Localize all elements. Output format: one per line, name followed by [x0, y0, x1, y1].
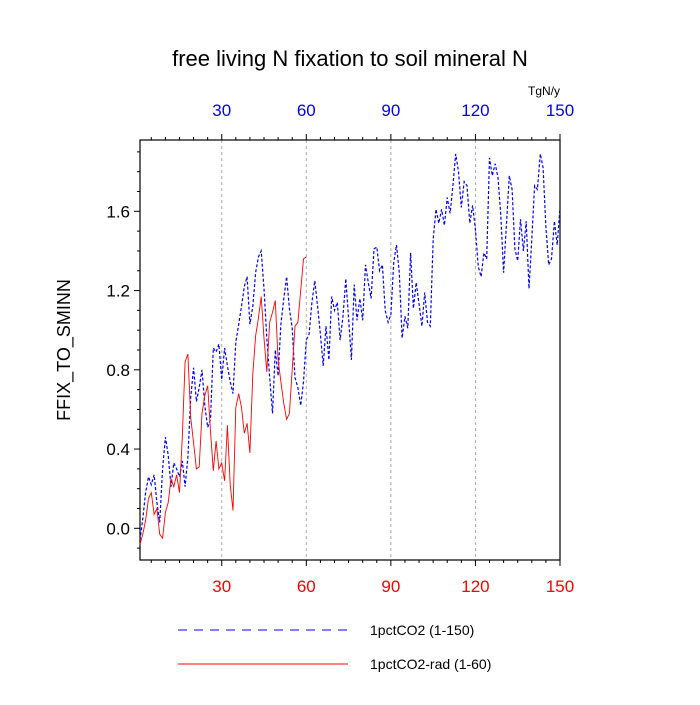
y-tick-label: 0.4: [106, 440, 130, 459]
x-tick-label-bottom: 150: [546, 577, 574, 596]
units-label: TgN/y: [528, 84, 560, 98]
x-tick-label-top: 90: [381, 101, 400, 120]
plot-frame: [139, 139, 561, 561]
legend-label-2: 1pctCO2-rad (1-60): [370, 656, 491, 672]
series-line-1pctco2-rad: [139, 256, 307, 545]
x-tick-label-top: 30: [212, 101, 231, 120]
x-tick-label-bottom: 30: [212, 577, 231, 596]
x-tick-label-top: 60: [297, 101, 316, 120]
y-tick-label: 0.8: [106, 361, 130, 380]
y-tick-label: 0.0: [106, 519, 130, 538]
legend-label-1: 1pctCO2 (1-150): [370, 622, 474, 638]
x-tick-label-bottom: 120: [461, 577, 489, 596]
x-tick-label-top: 120: [461, 101, 489, 120]
chart-title: free living N fixation to soil mineral N: [172, 46, 528, 71]
series-lines: [139, 153, 561, 545]
y-tick-label: 1.6: [106, 202, 130, 221]
y-axis-label: FFIX_TO_SMINN: [54, 279, 75, 421]
series-line-1pctco2: [139, 153, 561, 541]
legend: 1pctCO2 (1-150) 1pctCO2-rad (1-60): [178, 622, 491, 672]
y-tick-label: 1.2: [106, 282, 130, 301]
plot-axes: 30 30 60 60 90 90 120 120 150 150 0.0 0.4 0.8 1.2 1.6: [106, 101, 574, 596]
x-tick-label-bottom: 60: [297, 577, 316, 596]
x-tick-label-bottom: 90: [381, 577, 400, 596]
x-tick-label-top: 150: [546, 101, 574, 120]
x-gridlines: [221, 140, 476, 560]
